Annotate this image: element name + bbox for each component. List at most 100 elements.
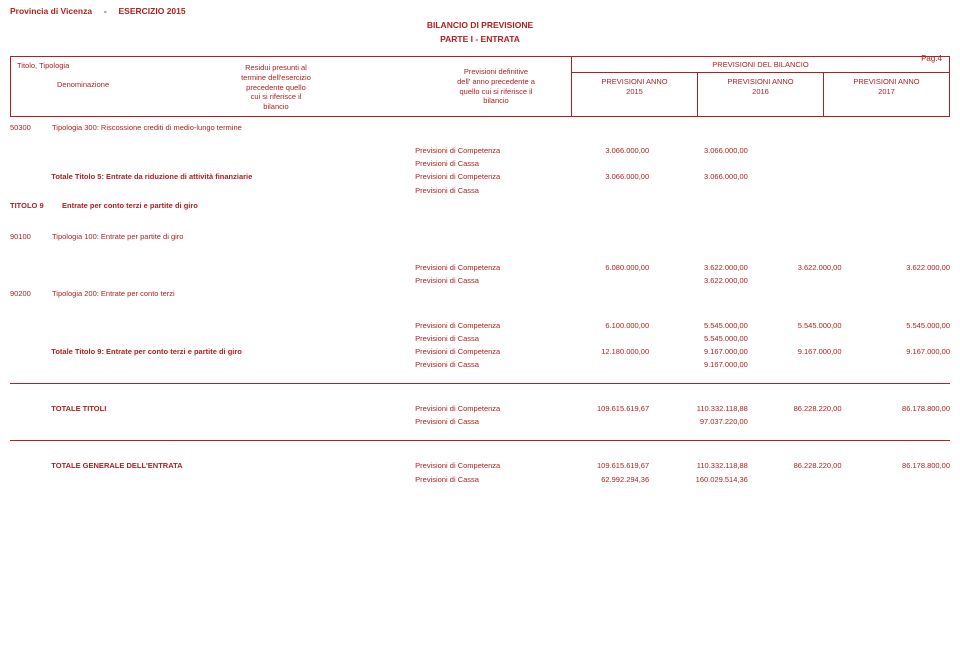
ente-name: Provincia di Vicenza <box>10 6 92 16</box>
hdr-right-title: PREVISIONI DEL BILANCIO <box>572 57 949 73</box>
hdr-residui-l2: termine dell'esercizio <box>137 73 415 83</box>
separator-2 <box>10 440 950 441</box>
label-comp-tt: Previsioni di Competenza <box>415 404 561 413</box>
v-tg-comp-1: 109.615.619,67 <box>561 461 669 470</box>
hdr-residui-l3: precedente quello <box>137 83 415 93</box>
code-titolo9: TITOLO 9 <box>10 201 62 210</box>
hdr-previsioni-def: Previsioni definitive dell' anno precede… <box>421 57 571 116</box>
v-90100-cassa-2: 3.622.000,00 <box>669 276 768 285</box>
desc-tot-gen: TOTALE GENERALE DELL'ENTRATA <box>51 461 299 470</box>
v-t9-comp-2: 9.167.000,00 <box>669 347 768 356</box>
doc-title: BILANCIO DI PREVISIONE <box>10 20 950 30</box>
row-tot-t9-cassa: Previsioni di Cassa 9.167.000,00 <box>10 360 950 369</box>
v-tt-comp-1: 109.615.619,67 <box>561 404 669 413</box>
label-comp-tg: Previsioni di Competenza <box>415 461 561 470</box>
hdr-a3-l2: 2017 <box>878 87 895 96</box>
hdr-prev-l3: quello cui si riferisce il <box>425 87 567 97</box>
v-90100-comp-3: 3.622.000,00 <box>768 263 862 272</box>
v-tt-cassa-2: 97.037.220,00 <box>669 417 768 426</box>
row-90200-cassa: Previsioni di Cassa 5.545.000,00 <box>10 334 950 343</box>
column-header-box: Titolo, Tipologia Denominazione Residui … <box>10 56 950 117</box>
hdr-residui-l4: cui si riferisce il <box>137 92 415 102</box>
label-comp-90200: Previsioni di Competenza <box>415 321 561 330</box>
doc-subtitle: PARTE I - ENTRATA <box>10 34 950 44</box>
v-90100-comp-1: 6.080.000,00 <box>561 263 669 272</box>
row-90200: 90200 Tipologia 200: Entrate per conto t… <box>10 289 950 298</box>
v-t9-comp-3: 9.167.000,00 <box>768 347 862 356</box>
desc-tot-t5: Totale Titolo 5: Entrate da riduzione di… <box>51 172 299 181</box>
row-50300-cassa: Previsioni di Cassa <box>10 159 950 168</box>
desc-50300: Tipologia 300: Riscossione crediti di me… <box>52 123 304 132</box>
row-tot-t9: Totale Titolo 9: Entrate per conto terzi… <box>10 347 950 356</box>
v-tg-comp-3: 86.228.220,00 <box>768 461 862 470</box>
desc-tot-titoli: TOTALE TITOLI <box>51 404 299 413</box>
v-90200-cassa-2: 5.545.000,00 <box>669 334 768 343</box>
label-cassa: Previsioni di Cassa <box>415 159 561 168</box>
row-tot-titoli-cassa: Previsioni di Cassa 97.037.220,00 <box>10 417 950 426</box>
label-cassa-tg: Previsioni di Cassa <box>415 475 561 484</box>
label-comp-t5: Previsioni di Competenza <box>415 172 561 181</box>
code-50300: 50300 <box>10 123 52 132</box>
v-t9-cassa-2: 9.167.000,00 <box>669 360 768 369</box>
label-comp: Previsioni di Competenza <box>415 146 561 155</box>
hdr-a1-l2: 2015 <box>626 87 643 96</box>
v-tg-comp-2: 110.332.118,88 <box>669 461 768 470</box>
separator-1 <box>10 383 950 384</box>
label-comp-t9: Previsioni di Competenza <box>415 347 561 356</box>
desc-titolo9: Entrate per conto terzi e partite di gir… <box>62 201 304 210</box>
row-90200-comp: Previsioni di Competenza 6.100.000,00 5.… <box>10 321 950 330</box>
hdr-left: Titolo, Tipologia Denominazione Residui … <box>11 57 421 116</box>
doc-header: Provincia di Vicenza - ESERCIZIO 2015 <box>10 6 950 16</box>
desc-90200: Tipologia 200: Entrate per conto terzi <box>52 289 304 298</box>
v-50300-comp-1: 3.066.000,00 <box>561 146 669 155</box>
label-cassa-tt: Previsioni di Cassa <box>415 417 561 426</box>
v-tt-comp-2: 110.332.118,88 <box>669 404 768 413</box>
hdr-previsioni-bilancio: PREVISIONI DEL BILANCIO PREVISIONI ANNO … <box>571 57 949 116</box>
v-90200-comp-3: 5.545.000,00 <box>768 321 862 330</box>
row-90100-comp: Previsioni di Competenza 6.080.000,00 3.… <box>10 263 950 272</box>
row-50300-comp: Previsioni di Competenza 3.066.000,00 3.… <box>10 146 950 155</box>
hdr-a1-l1: PREVISIONI ANNO <box>601 77 667 86</box>
page-number: Pag.4 <box>921 54 942 63</box>
hdr-a2-l2: 2016 <box>752 87 769 96</box>
code-90200: 90200 <box>10 289 52 298</box>
v-90200-comp-2: 5.545.000,00 <box>669 321 768 330</box>
v-t9-comp-4: 9.167.000,00 <box>862 347 950 356</box>
row-tot-gen: TOTALE GENERALE DELL'ENTRATA Previsioni … <box>10 461 950 470</box>
hdr-prev-l4: bilancio <box>425 96 567 106</box>
row-50300: 50300 Tipologia 300: Riscossione crediti… <box>10 123 950 132</box>
hdr-a3-l1: PREVISIONI ANNO <box>853 77 919 86</box>
row-titolo9: TITOLO 9 Entrate per conto terzi e parti… <box>10 201 950 210</box>
hdr-denominazione: Denominazione <box>17 80 137 89</box>
v-90200-comp-4: 5.545.000,00 <box>862 321 950 330</box>
label-cassa-t9: Previsioni di Cassa <box>415 360 561 369</box>
hdr-residui-l5: bilancio <box>137 102 415 112</box>
hdr-prev-l1: Previsioni definitive <box>425 67 567 77</box>
hdr-titolo-tipologia: Titolo, Tipologia <box>17 61 137 70</box>
desc-tot-t9: Totale Titolo 9: Entrate per conto terzi… <box>51 347 299 356</box>
v-tt-comp-3: 86.228.220,00 <box>768 404 862 413</box>
v-90100-comp-4: 3.622.000,00 <box>862 263 950 272</box>
hdr-residui-l1: Residui presunti al <box>137 63 415 73</box>
row-tot-titoli: TOTALE TITOLI Previsioni di Competenza 1… <box>10 404 950 413</box>
v-50300-comp-2: 3.066.000,00 <box>669 146 768 155</box>
v-t9-comp-1: 12.180.000,00 <box>561 347 669 356</box>
v-90200-comp-1: 6.100.000,00 <box>561 321 669 330</box>
label-cassa-90200: Previsioni di Cassa <box>415 334 561 343</box>
code-90100: 90100 <box>10 232 52 241</box>
row-90100: 90100 Tipologia 100: Entrate per partite… <box>10 232 950 241</box>
hdr-anno-2016: PREVISIONI ANNO 2016 <box>697 73 823 116</box>
esercizio: ESERCIZIO 2015 <box>119 6 186 16</box>
label-cassa-90100: Previsioni di Cassa <box>415 276 561 285</box>
v-tt-comp-4: 86.178.800,00 <box>862 404 950 413</box>
v-tg-cassa-1: 62.992.294,36 <box>561 475 669 484</box>
v-t5-comp-2: 3.066.000,00 <box>669 172 768 181</box>
row-tot-t5-cassa: Previsioni di Cassa <box>10 186 950 195</box>
row-90100-cassa: Previsioni di Cassa 3.622.000,00 <box>10 276 950 285</box>
v-90100-comp-2: 3.622.000,00 <box>669 263 768 272</box>
hdr-anno-2017: PREVISIONI ANNO 2017 <box>823 73 949 116</box>
label-cassa-t5: Previsioni di Cassa <box>415 186 561 195</box>
label-comp-90100: Previsioni di Competenza <box>415 263 561 272</box>
hdr-anno-2015: PREVISIONI ANNO 2015 <box>572 73 697 116</box>
v-tg-cassa-2: 160.029.514,36 <box>669 475 768 484</box>
